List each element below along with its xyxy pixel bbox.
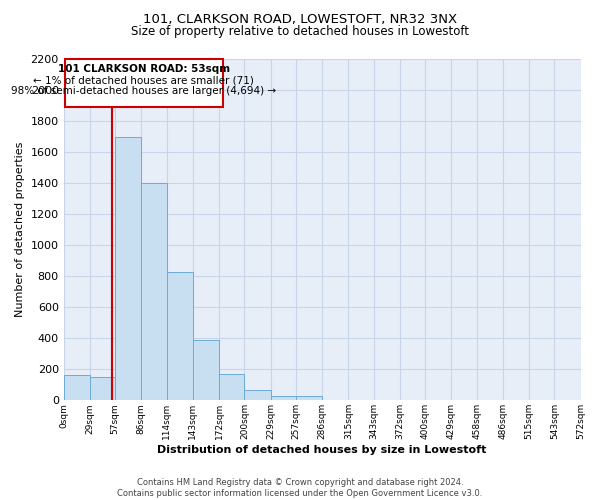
Text: 98% of semi-detached houses are larger (4,694) →: 98% of semi-detached houses are larger (… xyxy=(11,86,276,96)
Text: 101, CLARKSON ROAD, LOWESTOFT, NR32 3NX: 101, CLARKSON ROAD, LOWESTOFT, NR32 3NX xyxy=(143,12,457,26)
X-axis label: Distribution of detached houses by size in Lowestoft: Distribution of detached houses by size … xyxy=(157,445,487,455)
Bar xyxy=(142,183,167,400)
Bar xyxy=(271,396,296,400)
Text: 101 CLARKSON ROAD: 53sqm: 101 CLARKSON ROAD: 53sqm xyxy=(58,64,230,74)
Bar xyxy=(90,377,115,400)
Bar xyxy=(244,390,271,400)
Bar xyxy=(193,340,219,400)
Text: ← 1% of detached houses are smaller (71): ← 1% of detached houses are smaller (71) xyxy=(33,76,254,86)
Bar xyxy=(64,376,90,400)
FancyBboxPatch shape xyxy=(65,59,223,107)
Bar xyxy=(296,396,322,400)
Text: Size of property relative to detached houses in Lowestoft: Size of property relative to detached ho… xyxy=(131,25,469,38)
Bar xyxy=(219,374,244,400)
Bar xyxy=(167,272,193,400)
Text: Contains HM Land Registry data © Crown copyright and database right 2024.
Contai: Contains HM Land Registry data © Crown c… xyxy=(118,478,482,498)
Bar xyxy=(115,136,142,400)
Y-axis label: Number of detached properties: Number of detached properties xyxy=(15,142,25,318)
